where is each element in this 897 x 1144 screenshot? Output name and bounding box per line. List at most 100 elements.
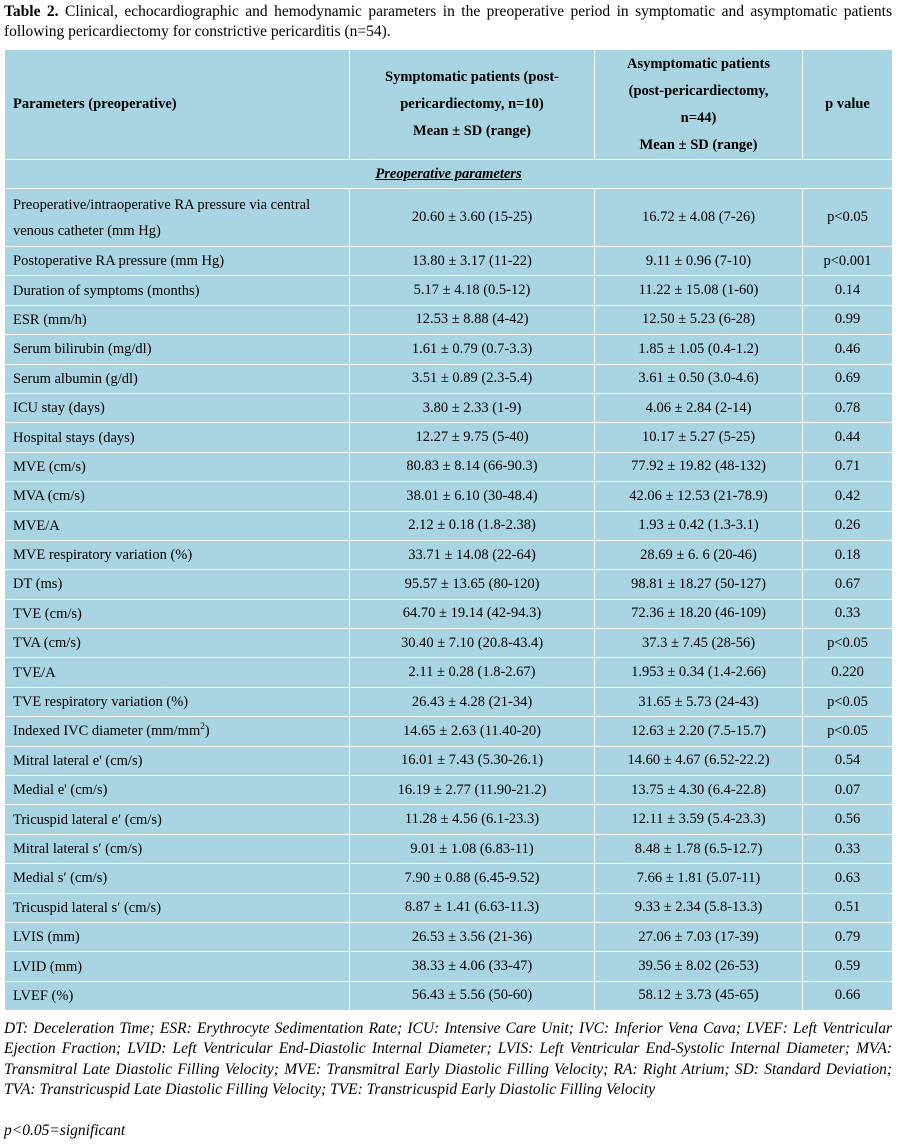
parameter-label: Postoperative RA pressure (mm Hg)	[13, 253, 225, 270]
symptomatic-value-cell: 30.40 ± 7.10 (20.8-43.4)	[349, 628, 595, 659]
parameter-label: LVEF (%)	[13, 987, 74, 1004]
symptomatic-value-cell: 11.28 ± 4.56 (6.1-23.3)	[349, 804, 595, 835]
header-p-value: p value	[802, 49, 893, 160]
table-row: Medial s′ (cm/s) 7.90 ± 0.88 (6.45-9.52) 7…	[4, 863, 893, 894]
parameter-label: TVE respiratory variation (%)	[13, 694, 189, 711]
p-value-cell: 0.99	[802, 304, 893, 336]
p-value-cell: p<0.001	[802, 245, 893, 277]
table-row: Hospital stays (days) 12.27 ± 9.75 (5-40)…	[4, 422, 893, 453]
p-value-cell: 0.44	[802, 422, 893, 453]
header-asymptomatic-line-1: Asymptomatic patients	[627, 55, 770, 72]
table-row: MVE respiratory variation (%) 33.71 ± 14.…	[4, 539, 893, 571]
symptomatic-value-cell: 38.01 ± 6.10 (30-48.4)	[349, 481, 595, 512]
symptomatic-value-cell: 3.51 ± 0.89 (2.3-5.4)	[349, 363, 595, 394]
table-row: Duration of symptoms (months) 5.17 ± 4.18…	[4, 275, 893, 306]
parameter-cell: Medial s′ (cm/s)	[4, 863, 350, 894]
parameter-label: TVA (cm/s)	[13, 635, 81, 652]
p-value-cell: 0.56	[802, 804, 893, 835]
p-value-cell: 0.79	[802, 921, 893, 953]
asymptomatic-value-cell: 27.06 ± 7.03 (17-39)	[594, 921, 803, 953]
header-symptomatic-line-1: Symptomatic patients (post-	[385, 69, 559, 85]
parameter-cell: TVE respiratory variation (%)	[4, 686, 350, 718]
parameter-cell: LVIS (mm)	[4, 921, 350, 953]
symptomatic-value-cell: 5.17 ± 4.18 (0.5-12)	[349, 275, 595, 306]
parameter-cell: Preoperative/intraoperative RA pressure …	[4, 188, 350, 247]
symptomatic-value-cell: 9.01 ± 1.08 (6.83-11)	[349, 833, 595, 865]
symptomatic-value-cell: 20.60 ± 3.60 (15-25)	[349, 188, 595, 247]
p-value-cell: 0.59	[802, 951, 893, 982]
parameter-label: Serum bilirubin (mg/dl)	[13, 341, 152, 358]
p-value-cell: 0.14	[802, 275, 893, 306]
symptomatic-value-cell: 64.70 ± 19.14 (42-94.3)	[349, 598, 595, 630]
parameter-cell: LVID (mm)	[4, 951, 350, 982]
parameter-cell: Hospital stays (days)	[4, 422, 350, 453]
table-row: Serum bilirubin (mg/dl) 1.61 ± 0.79 (0.7-…	[4, 334, 893, 365]
table-row: Postoperative RA pressure (mm Hg) 13.80 ±…	[4, 245, 893, 277]
asymptomatic-value-cell: 39.56 ± 8.02 (26-53)	[594, 951, 803, 982]
parameter-cell: TVE (cm/s)	[4, 598, 350, 630]
symptomatic-value-cell: 80.83 ± 8.14 (66-90.3)	[349, 451, 595, 483]
symptomatic-value-cell: 2.12 ± 0.18 (1.8-2.38)	[349, 510, 595, 541]
symptomatic-value-cell: 33.71 ± 14.08 (22-64)	[349, 539, 595, 571]
symptomatic-value-cell: 16.19 ± 2.77 (11.90-21.2)	[349, 775, 595, 806]
p-value-cell: 0.69	[802, 363, 893, 394]
parameter-label: Tricuspid lateral s′ (cm/s)	[13, 899, 162, 916]
parameter-label: Hospital stays (days)	[13, 429, 135, 446]
table-row: LVIS (mm) 26.53 ± 3.56 (21-36) 27.06 ± 7.0…	[4, 921, 893, 953]
symptomatic-value-cell: 12.27 ± 9.75 (5-40)	[349, 422, 595, 453]
parameter-cell: TVE/A	[4, 657, 350, 688]
table-row: Mitral lateral s′ (cm/s) 9.01 ± 1.08 (6.8…	[4, 833, 893, 865]
parameter-label: ESR (mm/h)	[13, 311, 87, 328]
asymptomatic-value-cell: 28.69 ± 6. 6 (20-46)	[594, 539, 803, 571]
p-value-cell: p<0.05	[802, 188, 893, 247]
p-value-cell: 0.220	[802, 657, 893, 688]
asymptomatic-value-cell: 9.33 ± 2.34 (5.8-13.3)	[594, 892, 803, 923]
significance-note: p<0.05=significant	[4, 1122, 126, 1139]
header-parameters: Parameters (preoperative)	[4, 49, 350, 160]
asymptomatic-value-cell: 9.11 ± 0.96 (7-10)	[594, 245, 803, 277]
table-row: DT (ms) 95.57 ± 13.65 (80-120) 98.81 ± 18.…	[4, 569, 893, 600]
p-value-cell: p<0.05	[802, 716, 893, 747]
parameter-label: Duration of symptoms (months)	[13, 282, 200, 299]
parameter-cell: MVA (cm/s)	[4, 481, 350, 512]
parameter-cell: TVA (cm/s)	[4, 628, 350, 659]
section-row: Preoperative parameters	[4, 159, 893, 189]
parameter-cell: ICU stay (days)	[4, 392, 350, 424]
table-row: TVE respiratory variation (%) 26.43 ± 4.2…	[4, 686, 893, 718]
symptomatic-value-cell: 38.33 ± 4.06 (33-47)	[349, 951, 595, 982]
p-value-cell: 0.54	[802, 745, 893, 777]
asymptomatic-value-cell: 12.63 ± 2.20 (7.5-15.7)	[594, 716, 803, 747]
p-value-cell: p<0.05	[802, 628, 893, 659]
parameters-table: Parameters (preoperative) Symptomatic pa…	[4, 49, 893, 1012]
parameter-label: Tricuspid lateral e′ (cm/s)	[13, 811, 162, 828]
table-row: Mitral lateral e' (cm/s) 16.01 ± 7.43 (5.…	[4, 745, 893, 777]
parameter-cell: Serum bilirubin (mg/dl)	[4, 334, 350, 365]
parameter-label: Medial e' (cm/s)	[13, 782, 108, 799]
parameter-label: MVE respiratory variation (%)	[13, 547, 193, 564]
parameter-cell: Medial e' (cm/s)	[4, 775, 350, 806]
parameter-cell: Serum albumin (g/dl)	[4, 363, 350, 394]
table-row: Preoperative/intraoperative RA pressure …	[4, 188, 893, 247]
p-value-cell: 0.07	[802, 775, 893, 806]
header-asymptomatic: Asymptomatic patients (post-pericardiect…	[594, 49, 803, 160]
symptomatic-value-cell: 8.87 ± 1.41 (6.63-11.3)	[349, 892, 595, 923]
symptomatic-value-cell: 7.90 ± 0.88 (6.45-9.52)	[349, 863, 595, 894]
parameter-cell: Mitral lateral e' (cm/s)	[4, 745, 350, 777]
header-asymptomatic-line-3: n=44)	[680, 109, 717, 126]
parameter-cell: Indexed IVC diameter (mm/mm2)	[4, 716, 350, 747]
asymptomatic-value-cell: 98.81 ± 18.27 (50-127)	[594, 569, 803, 600]
parameter-cell: LVEF (%)	[4, 980, 350, 1012]
table-row: ICU stay (days) 3.80 ± 2.33 (1-9) 4.06 ± 2…	[4, 392, 893, 424]
caption-text: Clinical, echocardiographic and hemodyna…	[4, 3, 893, 40]
asymptomatic-value-cell: 10.17 ± 5.27 (5-25)	[594, 422, 803, 453]
parameter-cell: MVE respiratory variation (%)	[4, 539, 350, 571]
asymptomatic-value-cell: 16.72 ± 4.08 (7-26)	[594, 188, 803, 247]
asymptomatic-value-cell: 37.3 ± 7.45 (28-56)	[594, 628, 803, 659]
parameter-label: LVIS (mm)	[13, 929, 80, 946]
symptomatic-value-cell: 14.65 ± 2.63 (11.40-20)	[349, 716, 595, 747]
parameter-label: TVE/A	[13, 664, 56, 681]
parameter-label: Indexed IVC diameter (mm/mm	[13, 723, 201, 740]
header-symptomatic-line-3: Mean ± SD (range)	[413, 123, 531, 139]
p-value-cell: 0.66	[802, 980, 893, 1012]
symptomatic-value-cell: 26.53 ± 3.56 (21-36)	[349, 921, 595, 953]
